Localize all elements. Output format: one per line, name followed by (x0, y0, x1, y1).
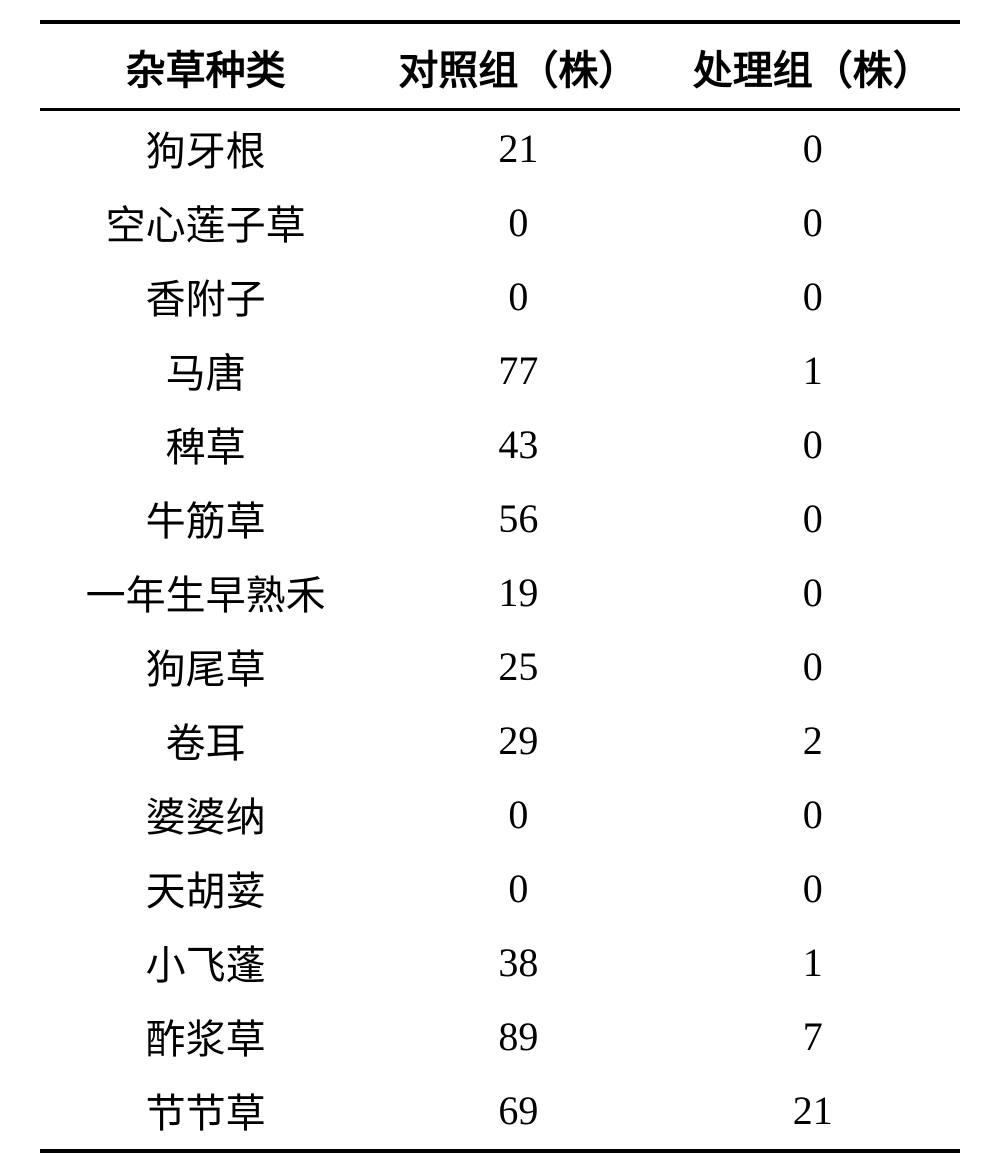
table-row: 节节草 69 21 (40, 1073, 960, 1151)
cell-treatment: 0 (666, 481, 960, 555)
cell-control: 0 (371, 185, 665, 259)
cell-control: 77 (371, 333, 665, 407)
cell-treatment: 7 (666, 999, 960, 1073)
cell-treatment: 0 (666, 259, 960, 333)
cell-species: 天胡荽 (40, 851, 371, 925)
cell-control: 43 (371, 407, 665, 481)
cell-treatment: 1 (666, 925, 960, 999)
cell-control: 56 (371, 481, 665, 555)
col-header-species: 杂草种类 (40, 22, 371, 110)
cell-species: 狗牙根 (40, 110, 371, 186)
cell-control: 0 (371, 851, 665, 925)
cell-species: 稗草 (40, 407, 371, 481)
col-header-treatment: 处理组（株） (666, 22, 960, 110)
table-row: 酢浆草 89 7 (40, 999, 960, 1073)
table-row: 马唐 77 1 (40, 333, 960, 407)
cell-treatment: 21 (666, 1073, 960, 1151)
table-row: 天胡荽 0 0 (40, 851, 960, 925)
col-header-control: 对照组（株） (371, 22, 665, 110)
cell-species: 酢浆草 (40, 999, 371, 1073)
table-row: 香附子 0 0 (40, 259, 960, 333)
cell-species: 香附子 (40, 259, 371, 333)
cell-control: 38 (371, 925, 665, 999)
table-row: 空心莲子草 0 0 (40, 185, 960, 259)
table-row: 牛筋草 56 0 (40, 481, 960, 555)
table-row: 一年生早熟禾 19 0 (40, 555, 960, 629)
cell-control: 69 (371, 1073, 665, 1151)
weed-count-table-container: 杂草种类 对照组（株） 处理组（株） 狗牙根 21 0 空心莲子草 0 0 香附… (0, 0, 1000, 1173)
table-body: 狗牙根 21 0 空心莲子草 0 0 香附子 0 0 马唐 77 1 稗草 43 (40, 110, 960, 1152)
cell-treatment: 0 (666, 407, 960, 481)
cell-treatment: 0 (666, 629, 960, 703)
table-header-row: 杂草种类 对照组（株） 处理组（株） (40, 22, 960, 110)
cell-treatment: 0 (666, 110, 960, 186)
cell-species: 节节草 (40, 1073, 371, 1151)
table-row: 狗尾草 25 0 (40, 629, 960, 703)
cell-treatment: 0 (666, 185, 960, 259)
cell-species: 一年生早熟禾 (40, 555, 371, 629)
cell-treatment: 2 (666, 703, 960, 777)
cell-treatment: 0 (666, 851, 960, 925)
cell-treatment: 0 (666, 777, 960, 851)
cell-species: 狗尾草 (40, 629, 371, 703)
table-row: 卷耳 29 2 (40, 703, 960, 777)
cell-control: 21 (371, 110, 665, 186)
cell-species: 小飞蓬 (40, 925, 371, 999)
cell-control: 25 (371, 629, 665, 703)
table-row: 小飞蓬 38 1 (40, 925, 960, 999)
cell-control: 0 (371, 259, 665, 333)
cell-control: 0 (371, 777, 665, 851)
table-row: 婆婆纳 0 0 (40, 777, 960, 851)
cell-control: 29 (371, 703, 665, 777)
cell-control: 89 (371, 999, 665, 1073)
cell-species: 牛筋草 (40, 481, 371, 555)
weed-count-table: 杂草种类 对照组（株） 处理组（株） 狗牙根 21 0 空心莲子草 0 0 香附… (40, 20, 960, 1153)
cell-species: 马唐 (40, 333, 371, 407)
table-row: 稗草 43 0 (40, 407, 960, 481)
table-row: 狗牙根 21 0 (40, 110, 960, 186)
cell-control: 19 (371, 555, 665, 629)
cell-treatment: 1 (666, 333, 960, 407)
cell-species: 空心莲子草 (40, 185, 371, 259)
cell-species: 婆婆纳 (40, 777, 371, 851)
cell-treatment: 0 (666, 555, 960, 629)
cell-species: 卷耳 (40, 703, 371, 777)
